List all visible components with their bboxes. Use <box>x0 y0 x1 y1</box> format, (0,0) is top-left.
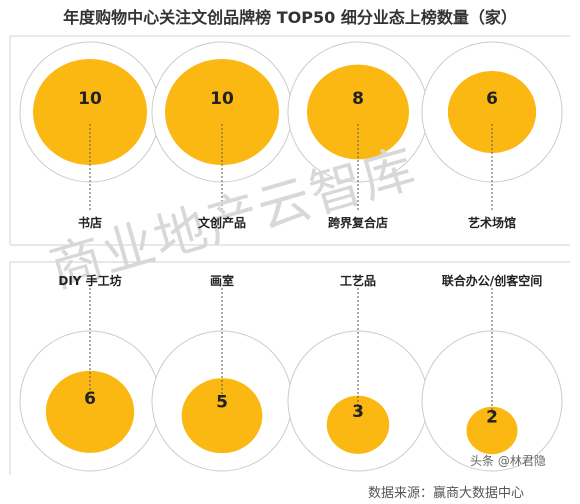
value-label: 5 <box>216 393 228 413</box>
chart-title: 年度购物中心关注文创品牌榜 TOP50 细分业态上榜数量（家） <box>63 8 517 27</box>
category-label: 艺术场馆 <box>467 216 517 230</box>
bubble <box>326 395 390 454</box>
value-label: 6 <box>84 389 96 409</box>
category-label: 书店 <box>77 216 103 230</box>
category-label: 工艺品 <box>339 274 377 288</box>
value-label: 8 <box>352 89 364 109</box>
footer-source: 数据来源：赢商大数据中心 <box>368 486 525 501</box>
bubble <box>307 64 409 160</box>
category-label: 画室 <box>209 274 235 288</box>
category-label: 联合办公/创客空间 <box>441 274 543 288</box>
category-label: DIY 手工坊 <box>58 274 122 288</box>
bubble <box>45 370 135 453</box>
bubble <box>466 406 518 455</box>
value-label: 10 <box>210 89 234 109</box>
value-label: 6 <box>486 89 498 109</box>
value-label: 2 <box>486 408 498 428</box>
category-label: 文创产品 <box>197 216 247 230</box>
value-label: 3 <box>352 402 364 422</box>
value-label: 10 <box>78 89 102 109</box>
footer-credit: 头条 @林君隐 <box>470 454 546 468</box>
category-label: 跨界复合店 <box>327 216 389 230</box>
bubble <box>181 378 263 454</box>
bubble <box>447 70 537 154</box>
bubble <box>165 58 279 166</box>
bubble <box>33 58 147 166</box>
